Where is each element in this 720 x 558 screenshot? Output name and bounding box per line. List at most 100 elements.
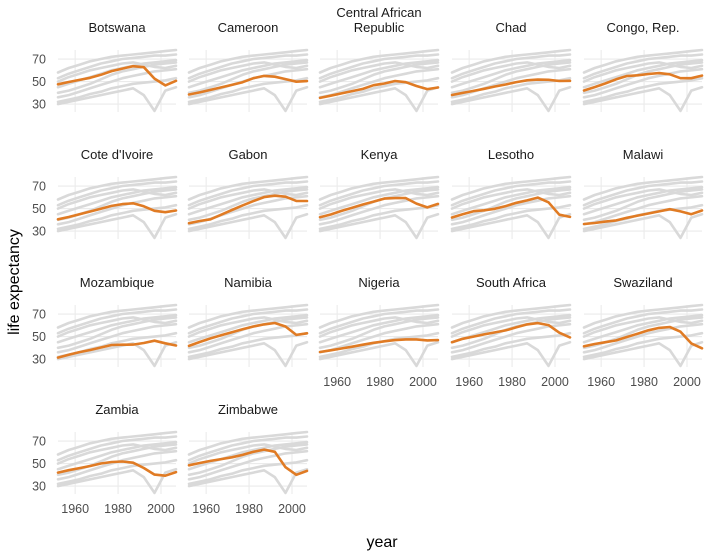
y-tick-label-50: 50 <box>32 75 46 89</box>
background-series-line-1 <box>582 48 704 74</box>
background-series-line-8 <box>187 443 309 465</box>
background-series-line-6 <box>318 76 440 104</box>
background-series-line-6 <box>582 76 704 104</box>
background-series-line-8 <box>56 61 178 83</box>
background-series-line-1 <box>56 430 178 456</box>
y-tick-label-50: 50 <box>32 330 46 344</box>
background-series-line-8 <box>582 61 704 83</box>
series-line-lesotho <box>450 196 572 219</box>
facet-panel-botswana: Botswana 30 50 70 <box>32 20 178 113</box>
background-series-line-4 <box>56 61 178 95</box>
background-series-line-7 <box>187 212 309 240</box>
background-series-line-2 <box>56 53 178 80</box>
background-series-line-4 <box>187 61 309 95</box>
background-series-line-6 <box>450 203 572 231</box>
facet-panel-kenya: Kenya <box>318 147 440 240</box>
x-tick-label-1980: 1980 <box>630 375 658 389</box>
x-tick-label-2000: 2000 <box>409 375 437 389</box>
background-series-line-1 <box>56 175 178 201</box>
background-series-line-3 <box>318 185 440 216</box>
background-series-line-5 <box>582 67 704 99</box>
strip-title-south-africa: South Africa <box>476 275 547 290</box>
background-series-line-7 <box>187 467 309 495</box>
strip-title-gabon: Gabon <box>228 147 267 162</box>
background-series-line-4 <box>582 188 704 222</box>
facet-panel-zimbabwe: Zimbabwe 1960 1980 2000 <box>187 402 309 516</box>
background-series-line-1 <box>187 430 309 456</box>
background-series-line-5 <box>318 322 440 354</box>
background-series-line-7 <box>450 85 572 113</box>
x-tick-label-1980: 1980 <box>104 502 132 516</box>
background-series-line-2 <box>450 308 572 335</box>
background-series-line-3 <box>450 58 572 89</box>
strip-title-lesotho: Lesotho <box>488 147 534 162</box>
background-series-line-2 <box>187 180 309 207</box>
background-series-line-7 <box>450 212 572 240</box>
background-series-line-3 <box>187 313 309 344</box>
y-tick-label-70: 70 <box>32 435 46 449</box>
background-series-line-8 <box>582 316 704 338</box>
x-tick-label-1960: 1960 <box>323 375 351 389</box>
y-tick-label-70: 70 <box>32 180 46 194</box>
series-line-central-african-republic <box>318 79 440 100</box>
y-tick-label-30: 30 <box>32 98 46 112</box>
background-series-line-3 <box>318 58 440 89</box>
background-series-line-5 <box>187 322 309 354</box>
background-series-line-4 <box>450 188 572 222</box>
strip-title-swaziland: Swaziland <box>613 275 672 290</box>
series-line-botswana <box>56 64 178 87</box>
facet-panel-cote-d-ivoire: Cote d'Ivoire 30 50 70 <box>32 147 178 240</box>
background-series-line-1 <box>450 175 572 201</box>
strip-title-congo-rep: Congo, Rep. <box>607 20 680 35</box>
background-series-line-7 <box>318 85 440 113</box>
background-series-line-7 <box>56 212 178 240</box>
background-series-line-2 <box>450 53 572 80</box>
series-line-south-africa <box>450 321 572 344</box>
facet-panel-congo-rep: Congo, Rep. <box>582 20 704 113</box>
series-line-gabon <box>187 194 309 225</box>
series-line-namibia <box>187 321 309 348</box>
background-series-line-7 <box>56 467 178 495</box>
background-series-line-1 <box>56 303 178 329</box>
background-series-line-5 <box>450 194 572 226</box>
background-series-line-1 <box>450 303 572 329</box>
x-tick-label-1960: 1960 <box>587 375 615 389</box>
facet-panel-nigeria: Nigeria 1960 1980 2000 <box>318 275 440 389</box>
series-line-cote-d-ivoire <box>56 202 178 221</box>
background-series-line-4 <box>318 316 440 350</box>
background-series-line-8 <box>318 316 440 338</box>
strip-title-zambia: Zambia <box>95 402 139 417</box>
background-series-line-3 <box>582 185 704 216</box>
x-tick-label-1960: 1960 <box>61 502 89 516</box>
background-series-line-5 <box>318 67 440 99</box>
background-series-line-4 <box>187 188 309 222</box>
background-series-line-7 <box>582 340 704 368</box>
facet-panel-south-africa: South Africa 1960 1980 2000 <box>450 275 572 389</box>
background-series-line-2 <box>582 53 704 80</box>
background-series-line-7 <box>56 340 178 368</box>
background-series-line-3 <box>450 185 572 216</box>
x-tick-label-2000: 2000 <box>147 502 175 516</box>
background-series-line-7 <box>582 212 704 240</box>
background-series-line-5 <box>187 449 309 481</box>
background-series-line-2 <box>582 308 704 335</box>
background-series-line-6 <box>582 331 704 359</box>
background-series-line-2 <box>187 435 309 462</box>
strip-title-central-african-republic-line-2: Republic <box>354 20 405 35</box>
background-series-line-4 <box>582 61 704 95</box>
strip-title-botswana: Botswana <box>88 20 146 35</box>
background-series-line-1 <box>318 303 440 329</box>
background-series-line-1 <box>187 175 309 201</box>
series-line-malawi <box>582 207 704 226</box>
background-series-line-4 <box>450 61 572 95</box>
strip-title-nigeria: Nigeria <box>358 275 400 290</box>
background-series-line-3 <box>187 58 309 89</box>
background-series-line-6 <box>318 203 440 231</box>
series-line-nigeria <box>318 338 440 354</box>
background-series-line-2 <box>187 308 309 335</box>
background-series-line-5 <box>56 322 178 354</box>
background-series-line-1 <box>318 48 440 74</box>
facet-panel-cameroon: Cameroon <box>187 20 309 113</box>
